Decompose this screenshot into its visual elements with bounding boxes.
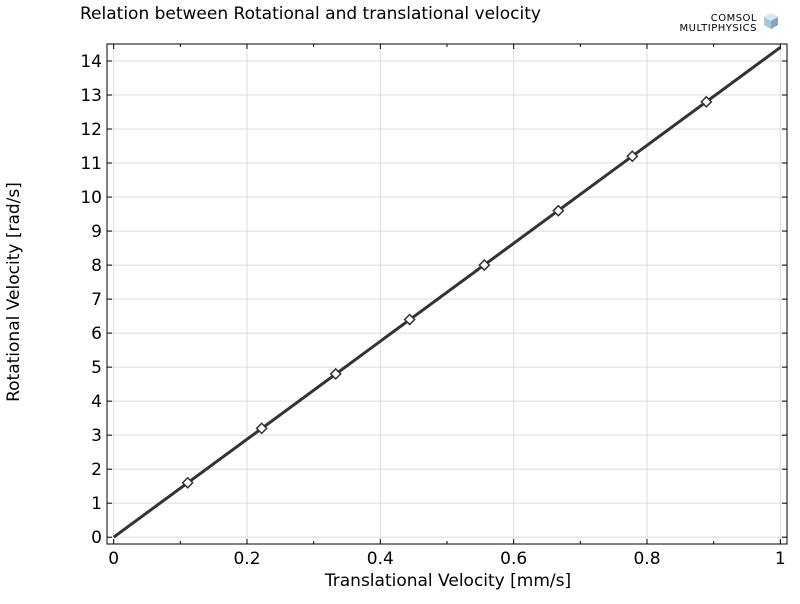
series-line xyxy=(112,46,782,539)
data-point-marker xyxy=(700,95,713,108)
comsol-logo: COMSOL MULTIPHYSICS xyxy=(680,13,778,34)
x-tick-label: 0 xyxy=(108,549,119,569)
data-point-marker xyxy=(478,259,491,272)
y-tick-label: 1 xyxy=(91,494,102,514)
y-tick-label: 8 xyxy=(91,256,102,276)
cube-icon xyxy=(764,13,778,29)
x-tick-label: 0.8 xyxy=(633,549,660,569)
x-axis-label: Translational Velocity [mm/s] xyxy=(324,571,571,591)
series-layer xyxy=(112,46,782,539)
data-point-marker xyxy=(403,313,416,326)
y-tick-label: 5 xyxy=(91,358,102,378)
y-tick-label: 10 xyxy=(80,188,102,208)
data-point-marker xyxy=(552,204,565,217)
y-tick-label: 0 xyxy=(91,528,102,548)
x-tick-label: 1 xyxy=(775,549,786,569)
grid-lines xyxy=(107,44,787,544)
data-point-marker xyxy=(255,422,268,435)
data-point-marker xyxy=(329,367,342,380)
y-tick-label: 14 xyxy=(80,52,102,72)
y-tick-label: 3 xyxy=(91,426,102,446)
x-tick-label: 0.6 xyxy=(500,549,527,569)
x-tick-label: 0.2 xyxy=(233,549,260,569)
y-tick-label: 2 xyxy=(91,460,102,480)
data-point-marker xyxy=(181,476,194,489)
chart-title: Relation between Rotational and translat… xyxy=(80,4,541,24)
y-tick-label: 6 xyxy=(91,324,102,344)
data-point-marker xyxy=(626,150,639,163)
y-axis-label: Rotational Velocity [rad/s] xyxy=(4,182,24,402)
logo-line1: COMSOL xyxy=(711,13,757,24)
y-tick-label: 7 xyxy=(91,290,102,310)
y-tick-label: 9 xyxy=(91,222,102,242)
logo-line2: MULTIPHYSICS xyxy=(680,23,757,34)
y-tick-label: 12 xyxy=(80,120,102,140)
y-tick-label: 4 xyxy=(91,392,102,412)
y-tick-label: 13 xyxy=(80,86,102,106)
x-tick-label: 0.4 xyxy=(367,549,394,569)
y-tick-label: 11 xyxy=(80,154,102,174)
